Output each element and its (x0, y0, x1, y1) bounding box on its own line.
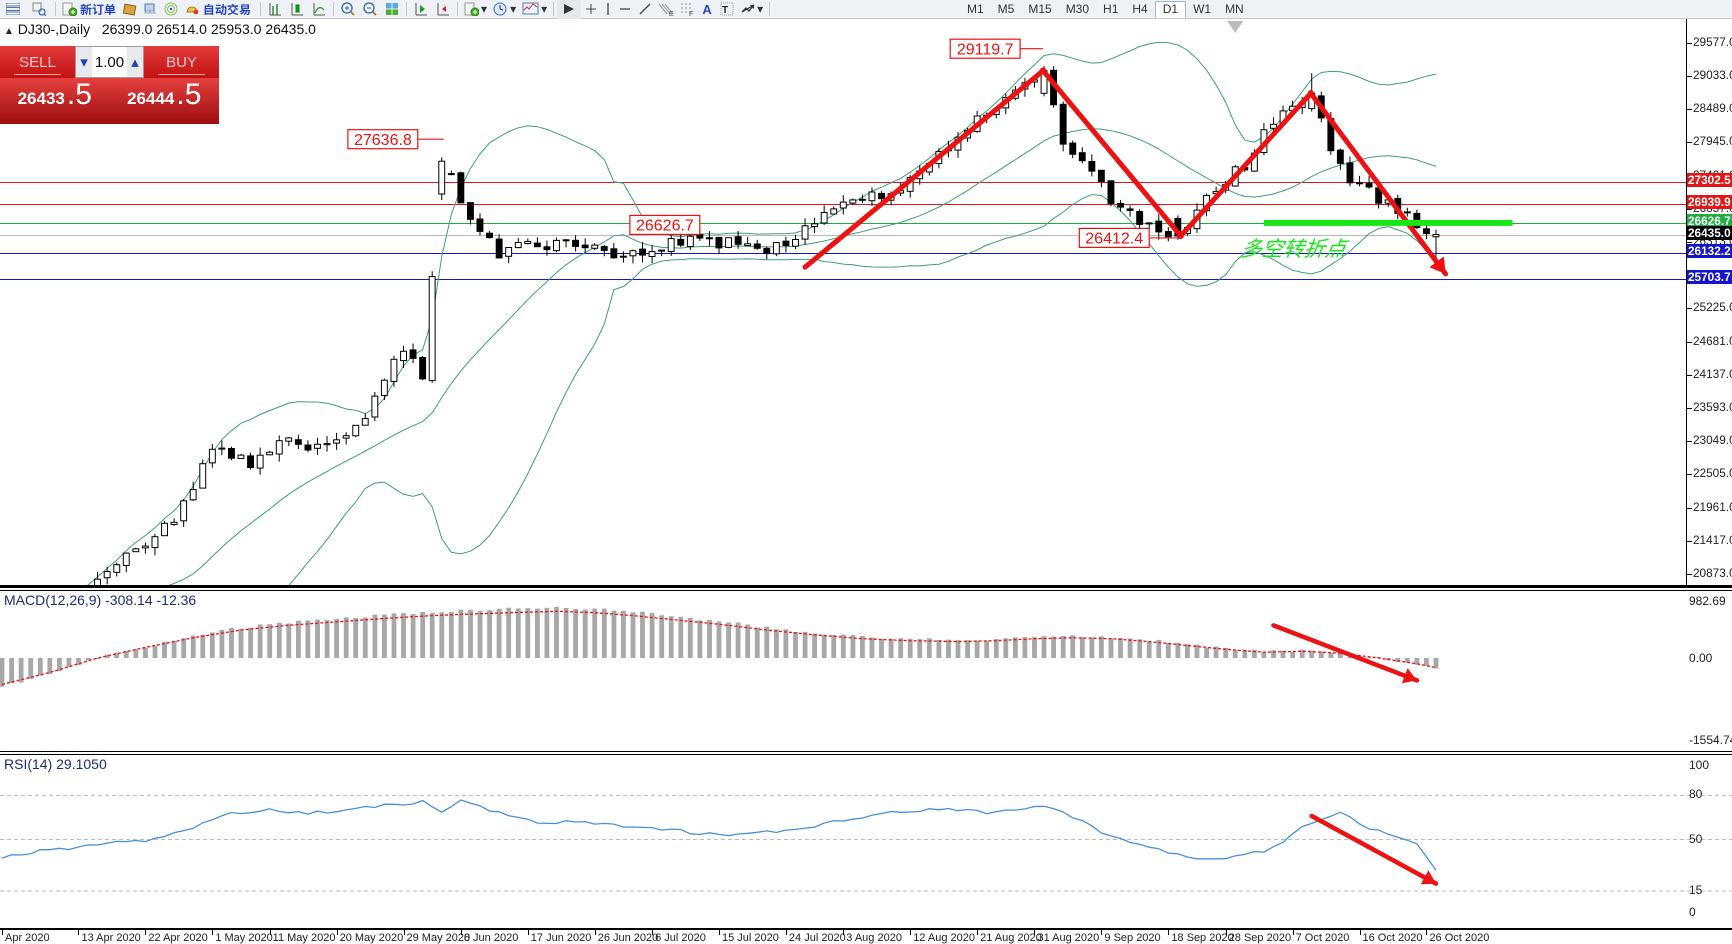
svg-text:26626.7: 26626.7 (636, 218, 694, 235)
svg-text:多空转折点: 多空转折点 (1239, 233, 1351, 263)
svg-text:T: T (722, 5, 728, 16)
svg-text:27636.8: 27636.8 (354, 132, 412, 149)
svg-text:F: F (689, 11, 693, 16)
svg-text:E: E (669, 11, 674, 16)
svg-text:26412.4: 26412.4 (1085, 231, 1143, 248)
svg-text:29119.7: 29119.7 (957, 42, 1014, 59)
